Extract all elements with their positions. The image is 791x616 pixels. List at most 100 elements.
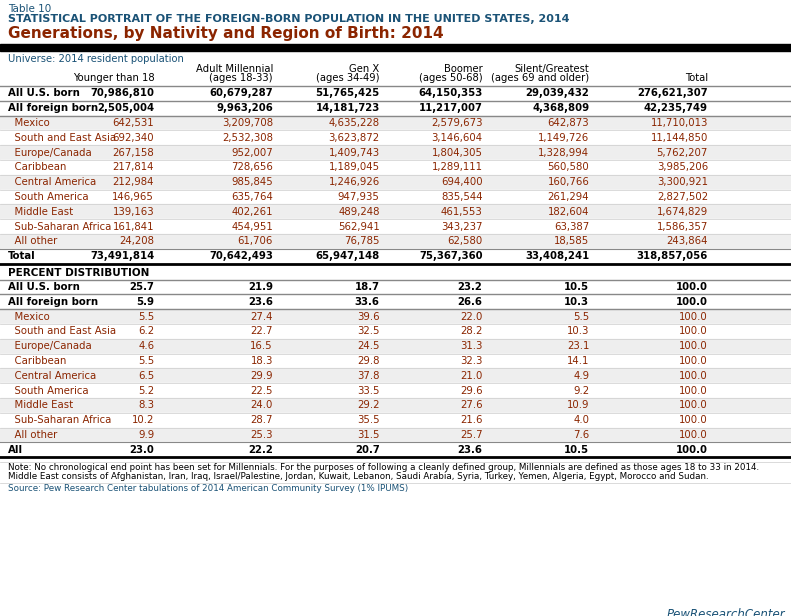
Text: South America: South America	[8, 192, 89, 202]
Text: 2,505,004: 2,505,004	[97, 103, 154, 113]
Text: 33.6: 33.6	[355, 297, 380, 307]
Text: 10.5: 10.5	[564, 445, 589, 455]
Text: 14.1: 14.1	[567, 356, 589, 366]
Text: 4,635,228: 4,635,228	[328, 118, 380, 128]
Text: Middle East: Middle East	[8, 400, 73, 410]
Text: Central America: Central America	[8, 177, 97, 187]
Text: PewResearchCenter: PewResearchCenter	[666, 608, 785, 616]
Bar	[0, 442, 791, 457]
Text: 461,553: 461,553	[441, 207, 483, 217]
Text: Caribbean: Caribbean	[8, 356, 66, 366]
Text: All other: All other	[8, 430, 57, 440]
Bar	[0, 234, 791, 249]
Text: 402,261: 402,261	[232, 207, 273, 217]
Text: 23.6: 23.6	[458, 445, 483, 455]
Text: 23.6: 23.6	[248, 297, 273, 307]
Text: 160,766: 160,766	[547, 177, 589, 187]
Text: 10.9: 10.9	[567, 400, 589, 410]
Text: 161,841: 161,841	[113, 222, 154, 232]
Bar	[0, 160, 791, 175]
Text: 7.6: 7.6	[573, 430, 589, 440]
Text: 23.1: 23.1	[567, 341, 589, 351]
Text: 3,209,708: 3,209,708	[221, 118, 273, 128]
Text: 1,289,111: 1,289,111	[432, 163, 483, 172]
Text: 10.5: 10.5	[564, 282, 589, 292]
Text: 29.6: 29.6	[460, 386, 483, 395]
Text: Caribbean: Caribbean	[8, 163, 66, 172]
Text: 3,985,206: 3,985,206	[657, 163, 708, 172]
Text: 35.5: 35.5	[357, 415, 380, 425]
Text: Table 10: Table 10	[8, 4, 51, 14]
Bar	[0, 339, 791, 354]
Text: 18.3: 18.3	[251, 356, 273, 366]
Bar	[0, 205, 791, 219]
Text: 1,149,726: 1,149,726	[538, 133, 589, 143]
Text: 1,586,357: 1,586,357	[657, 222, 708, 232]
Text: 29.2: 29.2	[358, 400, 380, 410]
Text: 267,158: 267,158	[112, 148, 154, 158]
Text: Sub-Saharan Africa: Sub-Saharan Africa	[8, 222, 112, 232]
Text: Mexico: Mexico	[8, 118, 50, 128]
Text: 562,941: 562,941	[338, 222, 380, 232]
Text: 42,235,749: 42,235,749	[644, 103, 708, 113]
Bar	[0, 116, 791, 131]
Text: 835,544: 835,544	[441, 192, 483, 202]
Text: (ages 34-49): (ages 34-49)	[316, 73, 380, 83]
Text: 454,951: 454,951	[231, 222, 273, 232]
Text: 100.0: 100.0	[679, 312, 708, 322]
Text: 1,804,305: 1,804,305	[432, 148, 483, 158]
Bar	[0, 324, 791, 339]
Text: 212,984: 212,984	[113, 177, 154, 187]
Text: 1,189,045: 1,189,045	[328, 163, 380, 172]
Bar	[0, 86, 791, 101]
Text: 1,328,994: 1,328,994	[538, 148, 589, 158]
Text: 1,409,743: 1,409,743	[328, 148, 380, 158]
Text: 75,367,360: 75,367,360	[419, 251, 483, 261]
Text: 728,656: 728,656	[231, 163, 273, 172]
Text: 70,642,493: 70,642,493	[209, 251, 273, 261]
Text: 100.0: 100.0	[676, 297, 708, 307]
Text: All U.S. born: All U.S. born	[8, 89, 80, 99]
Text: Younger than 18: Younger than 18	[73, 73, 154, 83]
Text: 25.3: 25.3	[251, 430, 273, 440]
Text: Mexico: Mexico	[8, 312, 50, 322]
Text: 276,621,307: 276,621,307	[638, 89, 708, 99]
Text: Note: No chronological end point has been set for Millennials. For the purposes : Note: No chronological end point has bee…	[8, 463, 759, 472]
Text: Boomer: Boomer	[444, 64, 483, 74]
Text: (ages 18-33): (ages 18-33)	[210, 73, 273, 83]
Text: 51,765,425: 51,765,425	[316, 89, 380, 99]
Text: 28.7: 28.7	[251, 415, 273, 425]
Text: 694,400: 694,400	[441, 177, 483, 187]
Text: 20.7: 20.7	[355, 445, 380, 455]
Text: 100.0: 100.0	[676, 282, 708, 292]
Text: 9.9: 9.9	[138, 430, 154, 440]
Text: 27.4: 27.4	[251, 312, 273, 322]
Text: 1,674,829: 1,674,829	[657, 207, 708, 217]
Text: Middle East consists of Afghanistan, Iran, Iraq, Israel/Palestine, Jordan, Kuwai: Middle East consists of Afghanistan, Ira…	[8, 472, 709, 481]
Text: Total: Total	[8, 251, 36, 261]
Bar	[0, 368, 791, 383]
Text: 642,873: 642,873	[547, 118, 589, 128]
Text: 22.7: 22.7	[251, 326, 273, 336]
Text: 2,827,502: 2,827,502	[657, 192, 708, 202]
Bar	[0, 44, 791, 51]
Text: 76,785: 76,785	[344, 237, 380, 246]
Text: 100.0: 100.0	[679, 415, 708, 425]
Text: 6.2: 6.2	[138, 326, 154, 336]
Text: STATISTICAL PORTRAIT OF THE FOREIGN-BORN POPULATION IN THE UNITED STATES, 2014: STATISTICAL PORTRAIT OF THE FOREIGN-BORN…	[8, 14, 570, 24]
Text: 24.5: 24.5	[358, 341, 380, 351]
Text: 23.0: 23.0	[130, 445, 154, 455]
Text: 32.5: 32.5	[358, 326, 380, 336]
Text: South and East Asia: South and East Asia	[8, 326, 116, 336]
Text: 952,007: 952,007	[231, 148, 273, 158]
Text: 25.7: 25.7	[460, 430, 483, 440]
Text: 146,965: 146,965	[112, 192, 154, 202]
Text: 29,039,432: 29,039,432	[525, 89, 589, 99]
Text: 3,300,921: 3,300,921	[657, 177, 708, 187]
Text: 100.0: 100.0	[679, 326, 708, 336]
Text: 24,208: 24,208	[119, 237, 154, 246]
Text: 2,579,673: 2,579,673	[431, 118, 483, 128]
Text: 31.5: 31.5	[358, 430, 380, 440]
Text: All other: All other	[8, 237, 57, 246]
Text: 4.9: 4.9	[573, 371, 589, 381]
